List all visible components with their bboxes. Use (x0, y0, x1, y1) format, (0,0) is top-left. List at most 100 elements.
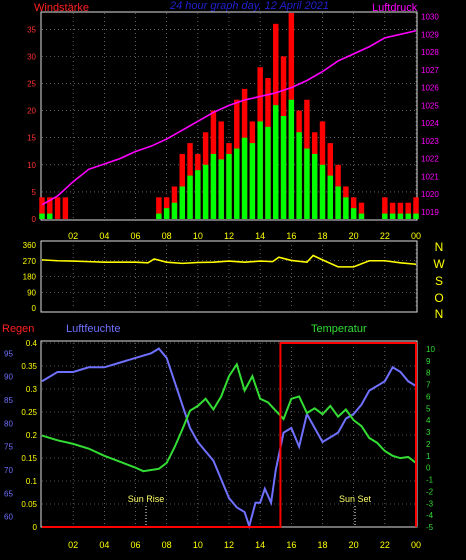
bottom-x-tick: 06 (130, 540, 140, 550)
sunset-label: Sun Set (339, 494, 372, 504)
bottom-x-tick: 04 (99, 540, 109, 550)
direction-y-tick: 90 (27, 288, 36, 297)
temperature-y-tick: 4 (426, 416, 431, 425)
wind-average-bar (234, 148, 240, 219)
pressure-y-tick: 1028 (421, 48, 439, 57)
wind-average-bar (39, 213, 45, 219)
wind-average-bar (249, 143, 256, 219)
temperature-line (41, 362, 417, 473)
rain-y-tick: 0.25 (21, 408, 37, 417)
top-x-tick: 10 (193, 231, 203, 241)
bottom-x-tick: 18 (317, 540, 327, 550)
direction-line (41, 254, 417, 268)
rain-y-tick: 0.15 (21, 454, 37, 463)
wind-gust-bar (39, 197, 45, 219)
temperature-y-tick: 1 (426, 452, 431, 461)
temperature-y-tick: 2 (426, 440, 431, 449)
temperature-y-tick: 8 (426, 369, 431, 378)
bottom-x-tick: 10 (193, 540, 203, 550)
pressure-y-tick: 1024 (421, 119, 439, 128)
wind-y-tick: 5 (32, 188, 37, 197)
pressure-y-tick: 1023 (421, 137, 439, 146)
top-x-tick: 06 (130, 231, 140, 241)
humidity-y-tick: 75 (4, 443, 13, 452)
wind-y-tick: 15 (27, 134, 36, 143)
wind-average-bar (304, 148, 310, 219)
wind-average-bar (343, 197, 349, 219)
humidity-label: Luftfeuchte (66, 323, 120, 335)
compass-label-o: O (434, 291, 443, 305)
grid-layer (42, 13, 417, 527)
rain-label: Regen (2, 323, 34, 335)
temperature-y-tick: 6 (426, 392, 431, 401)
top-x-tick: 20 (349, 231, 359, 241)
pressure-y-tick: 1021 (421, 172, 439, 181)
rain-y-tick: 0.2 (26, 431, 38, 440)
pressure-y-tick: 1020 (421, 190, 439, 199)
temperature-label: Temperatur (311, 323, 367, 335)
humidity-y-tick: 95 (4, 349, 13, 358)
wind-average-bar (156, 213, 162, 219)
pressure-y-tick: 1027 (421, 66, 439, 75)
wind-average-bar (327, 175, 334, 219)
top-x-tick: 00 (411, 231, 421, 241)
chart-title: 24 hour graph day, 12 April 2021 (169, 0, 329, 12)
pressure-y-tick: 1025 (421, 101, 439, 110)
top-x-tick: 22 (380, 231, 390, 241)
rain-y-tick: 0.4 (26, 339, 38, 348)
wind-average-bar (195, 170, 201, 219)
temperature-y-tick: 10 (426, 345, 435, 354)
wind-average-bar (47, 213, 53, 219)
wind-average-bar (218, 159, 224, 219)
wind-average-bar (288, 99, 295, 219)
temperature-y-tick: 0 (426, 464, 431, 473)
wind-label: Windstärke (34, 2, 89, 14)
compass-label-n-bottom: N (435, 307, 444, 321)
top-x-tick: 08 (162, 231, 172, 241)
rain-y-tick: 0.1 (26, 477, 38, 486)
direction-y-tick: 360 (23, 241, 37, 250)
wind-average-bar (202, 164, 209, 219)
sunrise-label: Sun Rise (128, 494, 165, 504)
pressure-y-tick: 1022 (421, 155, 439, 164)
wind-average-bar (397, 213, 404, 219)
rain-y-tick: 0.05 (21, 500, 37, 509)
pressure-y-tick: 1019 (421, 208, 439, 217)
wind-average-bar (413, 213, 419, 219)
bottom-x-tick: 00 (411, 540, 421, 550)
ticks-layer: 02 04 06 08 10 12 14 16 18 20 22 000510152025303510… (4, 13, 439, 550)
direction-y-tick: 0 (32, 304, 37, 313)
bottom-x-tick: 14 (255, 540, 265, 550)
wind-average-bar (187, 175, 193, 219)
temperature-y-tick: -2 (426, 487, 434, 496)
wind-y-tick: 10 (27, 161, 36, 170)
pressure-y-tick: 1029 (421, 30, 439, 39)
wind-average-bar (257, 121, 263, 219)
wind-gust-bar (382, 197, 388, 219)
marks-layer (39, 13, 419, 530)
wind-y-tick: 35 (27, 25, 36, 34)
temperature-y-tick: 3 (426, 428, 431, 437)
direction-y-tick: 270 (23, 257, 37, 266)
wind-gust-bar (156, 197, 162, 219)
wind-gust-bar (47, 197, 53, 219)
pressure-label: Luftdruck (372, 2, 418, 14)
wind-average-bar (179, 186, 185, 219)
top-x-tick: 04 (99, 231, 109, 241)
humidity-y-tick: 65 (4, 489, 13, 498)
wind-y-tick: 30 (27, 52, 36, 61)
wind-gust-bar (62, 197, 69, 219)
wind-average-bar (335, 186, 341, 219)
direction-y-tick: 180 (23, 273, 37, 282)
humidity-line (41, 347, 417, 530)
wind-y-tick: 25 (27, 79, 36, 88)
temperature-y-tick: 7 (426, 381, 431, 390)
wind-average-bar (265, 126, 271, 219)
top-x-tick: 02 (68, 231, 78, 241)
wind-average-bar (171, 202, 178, 219)
temperature-y-tick: -1 (426, 476, 434, 485)
top-x-tick: 12 (224, 231, 234, 241)
